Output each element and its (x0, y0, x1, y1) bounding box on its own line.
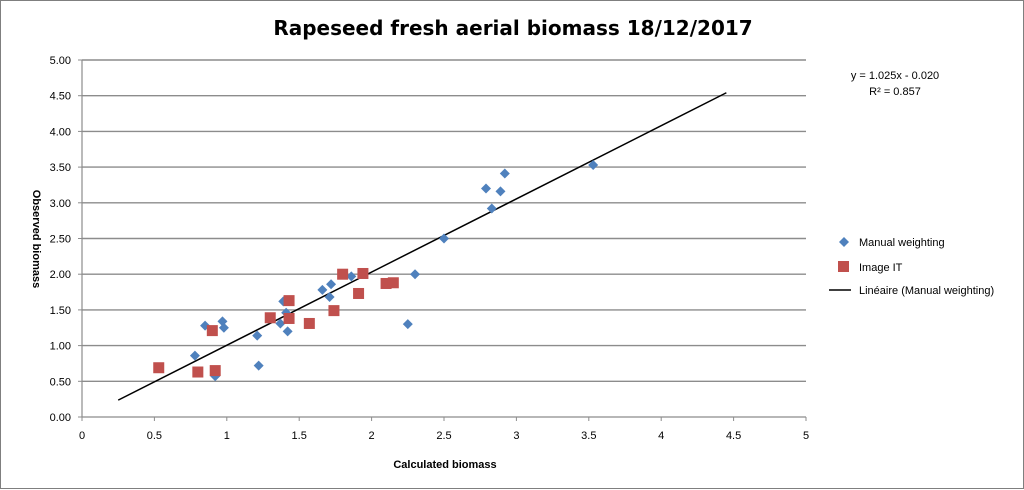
data-point-image-it (328, 305, 340, 317)
data-point-manual-weighting (499, 168, 510, 179)
data-point-manual-weighting (326, 279, 337, 290)
data-point-image-it (192, 366, 204, 378)
r-squared: R² = 0.857 (869, 86, 921, 98)
legend-label-trendline: Linéaire (Manual weighting) (859, 285, 994, 297)
data-point-manual-weighting (189, 350, 200, 361)
data-point-manual-weighting (253, 360, 264, 371)
data-point-manual-weighting (495, 186, 506, 197)
x-tick-label: 4.5 (726, 430, 741, 442)
data-point-manual-weighting (480, 183, 491, 194)
y-tick-label: 2.50 (50, 234, 71, 246)
data-point-image-it (387, 277, 399, 289)
y-tick-label: 5.00 (50, 55, 71, 67)
trendline (117, 92, 727, 401)
data-point-manual-weighting (275, 318, 286, 329)
data-point-manual-weighting (588, 159, 599, 170)
trend-equation: y = 1.025x - 0.020 (851, 70, 939, 82)
x-tick-label: 0.5 (147, 430, 162, 442)
x-tick-label: 3 (513, 430, 519, 442)
x-tick-label: 1.5 (292, 430, 307, 442)
data-point-image-it (357, 267, 369, 279)
data-point-image-it (153, 362, 165, 374)
y-tick-label: 3.00 (50, 198, 71, 210)
data-point-image-it (209, 365, 221, 377)
x-tick-label: 5 (803, 430, 809, 442)
data-point-image-it (337, 268, 349, 280)
y-tick-label: 4.00 (50, 126, 71, 138)
data-point-image-it (380, 277, 392, 289)
data-points (153, 159, 599, 382)
y-axis-title: Observed biomass (30, 190, 42, 288)
legend-square-marker (838, 261, 849, 272)
data-point-manual-weighting (282, 326, 293, 337)
y-tick-label: 0.00 (50, 412, 71, 424)
x-tick-label: 2.5 (436, 430, 451, 442)
legend-label-image: Image IT (859, 262, 903, 274)
x-tick-label: 1 (224, 430, 230, 442)
data-point-manual-weighting (486, 203, 497, 214)
x-tick-label: 4 (658, 430, 664, 442)
x-tick-label: 3.5 (581, 430, 596, 442)
data-point-manual-weighting (218, 322, 229, 333)
data-point-manual-weighting (324, 292, 335, 303)
x-tick-label: 0 (79, 430, 85, 442)
chart-title: Rapeseed fresh aerial biomass 18/12/2017 (273, 16, 752, 40)
y-tick-label: 3.50 (50, 162, 71, 174)
data-point-image-it (283, 312, 295, 324)
data-point-image-it (303, 317, 315, 329)
data-point-image-it (264, 312, 276, 324)
y-tick-label: 2.00 (50, 269, 71, 281)
data-point-manual-weighting (402, 319, 413, 330)
y-tick-labels: 0.00 0.50 1.00 1.50 2.00 2.50 3.00 3.50 4.00 4.50… (50, 55, 71, 424)
x-tick-labels: 0 0.5 1 1.5 2 2.5 3 3.5 4 4.5 5 (79, 430, 809, 442)
data-point-manual-weighting (410, 269, 421, 280)
y-tick-label: 0.50 (50, 376, 71, 388)
legend: Manual weighting Image IT Linéaire (Manu… (829, 237, 994, 297)
legend-diamond-marker (839, 237, 849, 247)
data-point-manual-weighting (439, 233, 449, 244)
y-tick-label: 1.00 (50, 341, 71, 353)
data-point-manual-weighting (317, 284, 328, 295)
axes (78, 59, 807, 421)
trendline-layer (117, 92, 727, 401)
data-point-image-it (353, 287, 365, 299)
data-point-manual-weighting (252, 330, 263, 341)
y-tick-label: 1.50 (50, 305, 71, 317)
data-point-manual-weighting (346, 271, 357, 282)
data-point-image-it (283, 295, 295, 307)
x-tick-label: 2 (369, 430, 375, 442)
x-axis-title: Calculated biomass (393, 459, 496, 471)
legend-label-manual: Manual weighting (859, 237, 945, 249)
data-point-image-it (206, 325, 218, 337)
y-tick-label: 4.50 (50, 91, 71, 103)
